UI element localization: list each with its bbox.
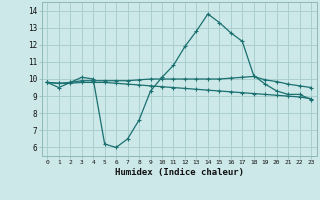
X-axis label: Humidex (Indice chaleur): Humidex (Indice chaleur) xyxy=(115,168,244,177)
